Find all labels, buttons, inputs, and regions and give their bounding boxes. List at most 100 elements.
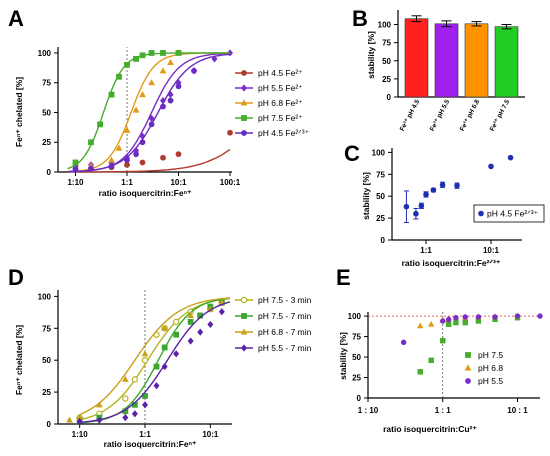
panel-b-x-tick-label: Fe²⁺ pH 5.5 bbox=[429, 98, 452, 132]
panel-a-legend-marker bbox=[240, 99, 248, 106]
panel-c-x-ticks: 1:1 10:1 bbox=[420, 240, 500, 255]
panel-e-point bbox=[445, 321, 452, 327]
panel-a-fit-line bbox=[67, 52, 231, 173]
panel-a-legend-label: pH 7.5 Fe²⁺ bbox=[258, 113, 303, 123]
panel-d-legend-marker bbox=[240, 296, 248, 304]
panel-a: A 0 25 50 75 100 1:10 1:1 10:1 100:1 Feⁿ⁺ chela… bbox=[8, 6, 310, 198]
panel-d-x-tick-label: 10:1 bbox=[202, 430, 219, 439]
panel-a-legend-label: pH 4.5 Fe²ᐟ³⁺ bbox=[258, 128, 310, 138]
panel-d-point bbox=[66, 416, 73, 423]
panel-b-x-tick-label: Fe²⁺ pH 4.5 bbox=[399, 98, 422, 132]
panel-e-point bbox=[462, 314, 468, 320]
panel-b-y-tick-label: 50 bbox=[382, 57, 391, 66]
panel-a-legend-marker bbox=[241, 130, 247, 136]
panel-d-legend-label: pH 7.5 - 7 min bbox=[258, 311, 312, 321]
panel-b-bar bbox=[494, 26, 519, 98]
panel-d-marks bbox=[66, 290, 231, 426]
panel-a-point bbox=[97, 121, 103, 128]
panel-a-fit-line bbox=[67, 53, 231, 173]
panel-d-point bbox=[76, 417, 83, 426]
panel-a-y-ticks: 0 25 50 75 100 bbox=[38, 49, 58, 177]
panel-e-y-tick-label: 25 bbox=[352, 374, 361, 383]
panel-e-point bbox=[453, 315, 459, 321]
panel-a-point bbox=[133, 56, 139, 62]
panel-a-legend-label: pH 5.5 Fe²⁺ bbox=[258, 83, 303, 93]
panel-e-point bbox=[417, 322, 424, 329]
panel-a-point bbox=[88, 165, 94, 172]
panel-a-point bbox=[108, 156, 115, 163]
panel-d-fit-line bbox=[79, 297, 231, 424]
panel-d-point bbox=[96, 416, 103, 424]
panel-e-point bbox=[462, 319, 468, 326]
panel-d-point bbox=[141, 350, 149, 357]
panel-c-x-tick-label: 10:1 bbox=[483, 246, 500, 255]
panel-e-point bbox=[400, 339, 407, 346]
panel-a-legend-marker bbox=[241, 115, 247, 121]
panel-e-x-tick-label: 10 : 1 bbox=[507, 406, 528, 415]
panel-d: D 0 25 50 75 100 1:10 1:1 10:1 Feⁿ⁺ chelated [… bbox=[8, 265, 312, 449]
panel-e-point bbox=[440, 337, 446, 344]
panel-d-point bbox=[161, 362, 168, 371]
panel-b-y-ticks: 0 25 50 75 100 bbox=[378, 21, 398, 102]
panel-d-x-tick-label: 1:1 bbox=[139, 430, 151, 439]
panel-a-point bbox=[211, 55, 218, 63]
panel-d-point bbox=[173, 331, 180, 338]
panel-c-point bbox=[418, 203, 425, 209]
panel-d-label: D bbox=[8, 265, 24, 290]
panel-d-y-label: Feⁿ⁺ chelated [%] bbox=[14, 325, 24, 395]
panel-e-x-label: ratio isoquercitrin:Cu²⁺ bbox=[383, 424, 477, 434]
panel-b-y-tick-label: 75 bbox=[382, 39, 391, 48]
panel-e-point bbox=[537, 313, 543, 319]
panel-a-y-label: Feⁿ⁺ chelated [%] bbox=[14, 77, 24, 147]
panel-d-legend-label: pH 7.5 - 3 min bbox=[258, 295, 312, 305]
panel-a-point bbox=[167, 58, 174, 65]
panel-d-point bbox=[187, 337, 194, 345]
panel-a-point bbox=[139, 91, 146, 98]
panel-b-bars bbox=[404, 15, 519, 98]
panel-b-y-tick-label: 25 bbox=[382, 75, 391, 84]
panel-a-legend-label: pH 4.5 Fe²⁺ bbox=[258, 68, 303, 78]
panel-d-point bbox=[161, 344, 168, 351]
panel-e-y-tick-label: 100 bbox=[348, 312, 362, 321]
panel-d-y-ticks: 0 25 50 75 100 bbox=[38, 292, 58, 429]
panel-d-point bbox=[121, 375, 129, 382]
panel-a-y-tick-label: 25 bbox=[42, 138, 51, 147]
panel-d-point bbox=[131, 376, 139, 383]
panel-a-point bbox=[175, 50, 182, 56]
panel-c-point bbox=[423, 191, 429, 198]
panel-a-x-tick-label: 1:10 bbox=[67, 178, 84, 187]
panel-a-point bbox=[139, 159, 146, 166]
panel-d-legend-label: pH 5.5 - 7 min bbox=[258, 343, 312, 353]
panel-c-y-tick-label: 0 bbox=[381, 236, 386, 245]
panel-c-point bbox=[488, 163, 494, 170]
panel-e-legend-marker bbox=[464, 364, 472, 371]
panel-d-point bbox=[95, 401, 103, 408]
panel-e-x-tick-label: 1 : 1 bbox=[435, 406, 452, 415]
panel-c-x-tick-label: 1:1 bbox=[420, 246, 432, 255]
panel-c-y-tick-label: 50 bbox=[376, 192, 385, 201]
panel-e-y-ticks: 0 25 50 75 100 bbox=[348, 312, 368, 403]
panel-d-point bbox=[142, 401, 148, 409]
panel-d-point bbox=[218, 308, 225, 316]
panel-a-point bbox=[160, 50, 166, 56]
panel-c-legend: pH 4.5 Fe²ᐟ³⁺ bbox=[473, 204, 545, 223]
panel-a-axes bbox=[57, 47, 232, 173]
panel-e-x-tick-label: 1 : 10 bbox=[358, 406, 379, 415]
panel-a-legend-marker bbox=[241, 70, 247, 76]
panel-a-point bbox=[115, 144, 123, 151]
panel-b-x-tick-label: Fe²⁺ pH 6.8 bbox=[459, 98, 482, 132]
panel-d-point bbox=[173, 350, 180, 358]
panel-b-bar bbox=[464, 23, 489, 98]
panel-a-point bbox=[72, 166, 79, 173]
panel-d-y-tick-label: 0 bbox=[47, 420, 52, 429]
panel-d-point bbox=[187, 311, 195, 319]
panel-a-point bbox=[159, 67, 167, 74]
panel-e-y-tick-label: 75 bbox=[352, 333, 361, 342]
panel-d-point bbox=[207, 320, 214, 329]
panel-a-point bbox=[160, 103, 166, 110]
panel-b-y-tick-label: 0 bbox=[387, 93, 392, 102]
panel-e: E 0 25 50 75 100 1 : 10 1 : 1 10 : 1 stability… bbox=[336, 265, 543, 434]
panel-a-point bbox=[191, 67, 197, 74]
